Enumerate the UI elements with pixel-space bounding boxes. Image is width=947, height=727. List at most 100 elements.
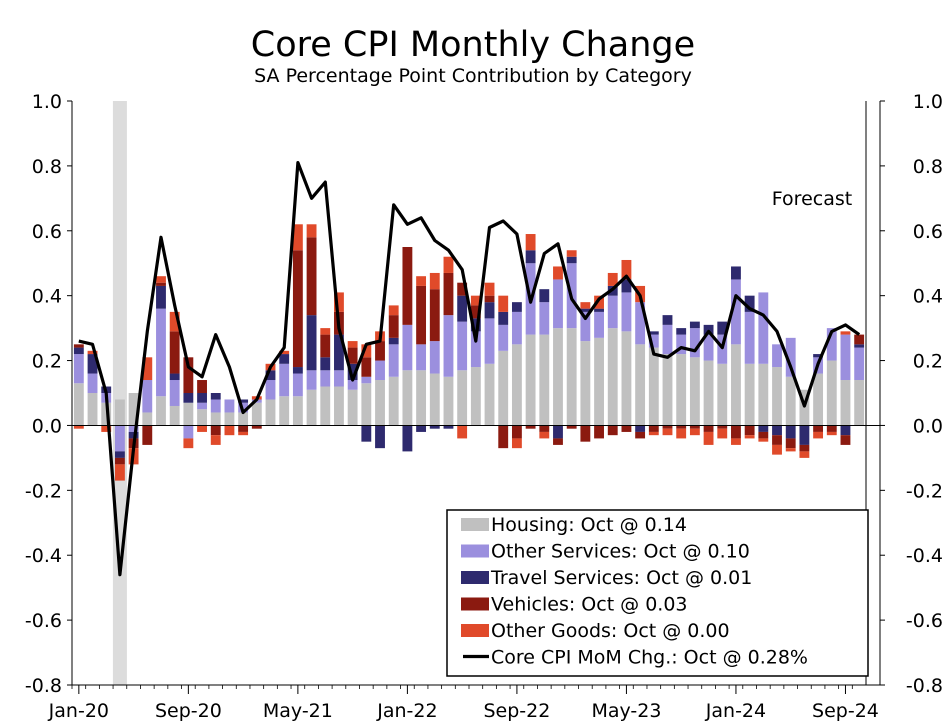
bar-other-services-39 [607,295,618,329]
bar-other-goods-27 [443,256,454,273]
bar-vehicles-10 [210,425,221,436]
bar-vehicles-28 [457,282,468,296]
bar-other-goods-43 [662,428,673,436]
chart-title: Core CPI Monthly Change [251,25,695,65]
bar-other-services-27 [443,315,454,377]
legend-swatch-1 [461,544,489,558]
y-tick-label-right-9: -0.8 [906,675,943,697]
bar-other-goods-19 [334,292,344,312]
bar-vehicles-55 [826,425,837,432]
bar-travel-services-21 [361,425,372,442]
bar-housing-5 [142,412,153,426]
legend-label-5: Core CPI MoM Chg.: Oct @ 0.28% [491,647,808,669]
bar-other-goods-30 [484,282,495,296]
bar-vehicles-29 [470,305,481,319]
bar-other-services-56 [840,334,851,381]
bar-travel-services-22 [375,425,385,449]
bar-other-services-50 [758,292,769,364]
bar-other-goods-46 [703,431,714,445]
bar-other-services-18 [320,370,331,387]
bar-housing-47 [717,363,728,426]
bar-other-goods-54 [813,431,824,439]
bar-vehicles-21 [361,357,372,377]
bar-travel-services-9 [197,393,207,403]
bar-travel-services-53 [799,425,810,445]
y-tick-label-right-0: 1.0 [913,91,943,113]
bar-other-services-3 [114,425,125,452]
legend-box [446,509,869,677]
bar-travel-services-26 [429,425,440,429]
bar-vehicles-25 [416,285,427,345]
bar-travel-services-54 [813,354,824,358]
bar-housing-23 [388,376,399,426]
bar-other-services-38 [594,311,604,338]
bar-other-services-0 [73,354,84,384]
bar-housing-33 [525,334,536,426]
bar-other-goods-18 [320,328,331,335]
bar-travel-services-8 [183,393,194,403]
bar-travel-services-0 [73,347,84,355]
bar-housing-42 [648,347,659,426]
axes-layer: 1.0 1.0 0.8 0.8 0.6 0.6 0.4 0.4 0.2 0.2 0.0 0.0 -0.2… [25,91,943,722]
bar-housing-1 [87,393,98,426]
bar-vehicles-34 [539,425,550,432]
bar-other-services-23 [388,344,399,377]
bar-other-goods-36 [566,250,577,257]
y-tick-label-right-7: -0.4 [906,545,943,567]
bar-vehicles-48 [731,425,741,439]
bar-vehicles-39 [607,425,618,436]
bar-housing-14 [265,399,276,426]
bar-other-goods-45 [689,428,700,436]
bar-other-goods-53 [799,451,810,458]
bar-vehicles-46 [703,425,714,432]
bar-travel-services-29 [470,318,481,332]
bar-other-services-28 [457,321,468,371]
legend: Housing: Oct @ 0.14 Other Services: Oct @… [446,509,869,677]
bar-vehicles-45 [689,425,700,429]
bar-housing-21 [361,383,372,426]
bar-travel-services-37 [580,308,591,312]
bar-other-services-31 [498,324,509,351]
bar-other-services-41 [635,302,646,345]
bar-vehicles-9 [197,380,207,393]
bar-travel-services-10 [210,393,221,400]
bar-travel-services-36 [566,256,577,264]
bar-other-goods-32 [511,438,522,449]
bar-vehicles-47 [717,425,728,429]
bar-other-goods-39 [607,272,618,286]
bar-travel-services-47 [717,321,728,335]
bar-housing-53 [799,389,810,426]
bar-vehicles-20 [347,347,358,364]
bar-other-goods-49 [744,435,755,439]
bar-housing-28 [457,370,468,426]
bar-housing-11 [224,412,235,426]
bar-housing-20 [347,389,358,426]
bar-other-goods-12 [238,431,249,436]
bar-vehicles-44 [676,425,687,429]
y-tick-label-right-3: 0.4 [913,286,943,308]
bar-other-services-51 [772,344,782,368]
bar-other-goods-33 [525,234,536,251]
bar-other-services-15 [279,363,290,397]
bar-housing-13 [251,402,262,426]
bar-housing-34 [539,334,550,426]
bar-other-services-29 [470,331,481,368]
bar-housing-3 [114,399,125,426]
bar-travel-services-18 [320,357,331,371]
bar-travel-services-25 [416,425,427,432]
bar-housing-57 [854,380,865,426]
bar-housing-40 [621,331,632,426]
bar-other-goods-44 [676,428,687,439]
bar-travel-services-52 [785,425,796,439]
bar-vehicles-57 [854,334,865,345]
bar-housing-48 [731,344,741,426]
bar-housing-22 [375,380,385,426]
bar-other-services-52 [785,337,796,377]
bar-housing-45 [689,357,700,426]
y-tick-label-left-6: -0.2 [25,480,62,502]
bar-vehicles-36 [566,425,577,429]
bar-travel-services-30 [484,302,495,319]
y-tick-label-left-1: 0.8 [32,156,62,178]
bar-travel-services-46 [703,324,714,335]
bar-other-goods-47 [717,428,728,439]
